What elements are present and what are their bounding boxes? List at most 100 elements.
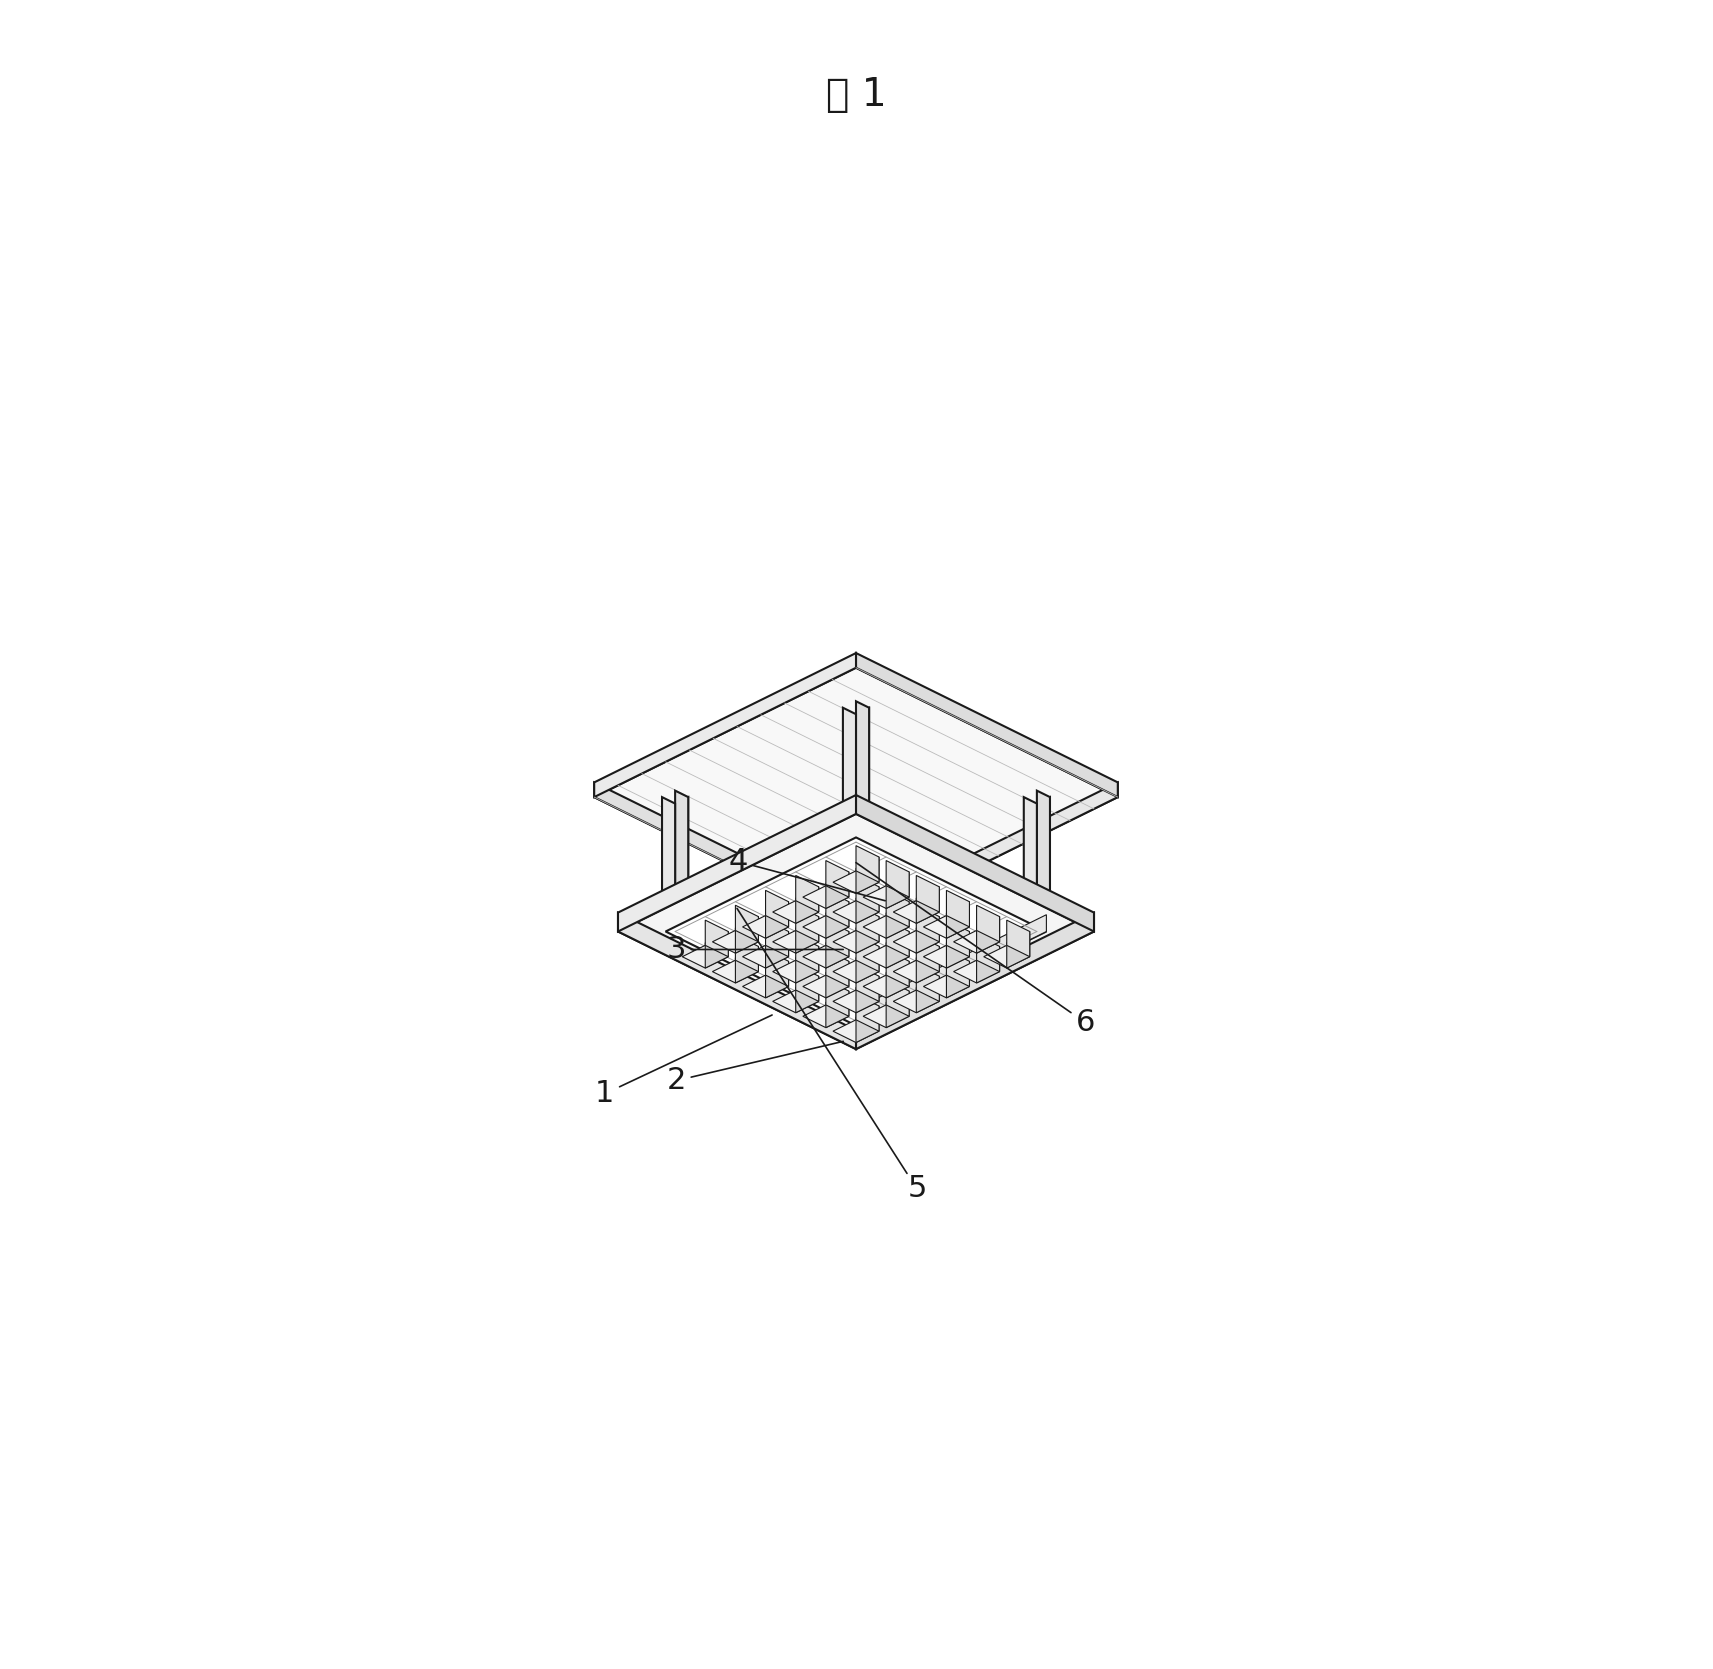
Polygon shape	[976, 935, 1000, 971]
Polygon shape	[797, 916, 819, 953]
Polygon shape	[826, 980, 850, 1016]
Polygon shape	[976, 946, 1000, 983]
Polygon shape	[856, 915, 1047, 1025]
Polygon shape	[886, 931, 910, 968]
Polygon shape	[594, 653, 856, 798]
Polygon shape	[856, 976, 879, 1013]
Polygon shape	[826, 890, 850, 926]
Polygon shape	[886, 901, 910, 938]
Polygon shape	[773, 960, 819, 983]
Polygon shape	[954, 930, 1000, 953]
Polygon shape	[1024, 798, 1036, 920]
Polygon shape	[856, 856, 879, 893]
Polygon shape	[916, 935, 939, 971]
Polygon shape	[766, 950, 788, 986]
Polygon shape	[886, 871, 910, 908]
Polygon shape	[863, 975, 910, 998]
Polygon shape	[954, 960, 1000, 983]
Polygon shape	[863, 916, 910, 938]
Polygon shape	[833, 990, 879, 1013]
Polygon shape	[742, 945, 788, 968]
Polygon shape	[797, 905, 819, 941]
Polygon shape	[826, 901, 850, 938]
Polygon shape	[735, 905, 759, 941]
Polygon shape	[766, 931, 788, 968]
Polygon shape	[1036, 791, 1050, 913]
Polygon shape	[661, 906, 689, 920]
Polygon shape	[682, 945, 728, 968]
Text: 6: 6	[1076, 1008, 1096, 1036]
Polygon shape	[863, 1005, 910, 1028]
Polygon shape	[797, 965, 819, 1001]
Polygon shape	[833, 871, 879, 893]
Polygon shape	[916, 886, 939, 923]
Text: 4: 4	[728, 846, 886, 901]
Polygon shape	[892, 901, 939, 923]
Polygon shape	[735, 935, 759, 971]
Polygon shape	[976, 916, 1000, 953]
Polygon shape	[1036, 798, 1050, 920]
Polygon shape	[1007, 920, 1030, 956]
Polygon shape	[1024, 906, 1050, 920]
Polygon shape	[892, 960, 939, 983]
Polygon shape	[826, 920, 850, 956]
Polygon shape	[976, 905, 1000, 941]
Polygon shape	[797, 886, 819, 923]
Polygon shape	[856, 965, 879, 1001]
Polygon shape	[843, 886, 856, 1008]
Polygon shape	[826, 961, 850, 998]
Polygon shape	[742, 975, 788, 998]
Polygon shape	[826, 991, 850, 1028]
Polygon shape	[856, 886, 879, 923]
Polygon shape	[886, 950, 910, 986]
Polygon shape	[803, 945, 850, 968]
Polygon shape	[713, 930, 759, 953]
Polygon shape	[886, 980, 910, 1016]
Polygon shape	[856, 916, 879, 953]
Polygon shape	[833, 930, 879, 953]
Polygon shape	[675, 791, 689, 913]
Polygon shape	[947, 920, 970, 956]
Polygon shape	[916, 905, 939, 941]
Polygon shape	[833, 901, 879, 923]
Text: 图 1: 图 1	[826, 77, 886, 113]
Polygon shape	[856, 880, 868, 1001]
Polygon shape	[856, 701, 868, 823]
Polygon shape	[797, 976, 819, 1013]
Polygon shape	[886, 920, 910, 956]
Polygon shape	[886, 961, 910, 998]
Polygon shape	[773, 901, 819, 923]
Polygon shape	[947, 950, 970, 986]
Polygon shape	[826, 931, 850, 968]
Text: 3: 3	[666, 935, 843, 965]
Polygon shape	[803, 1005, 850, 1028]
Polygon shape	[833, 1020, 879, 1043]
Polygon shape	[773, 990, 819, 1013]
Polygon shape	[916, 946, 939, 983]
Polygon shape	[735, 916, 759, 953]
Polygon shape	[892, 990, 939, 1013]
Polygon shape	[826, 950, 850, 986]
Polygon shape	[803, 975, 850, 998]
Polygon shape	[886, 890, 910, 926]
Polygon shape	[618, 913, 856, 1050]
Polygon shape	[983, 945, 1030, 968]
Polygon shape	[856, 913, 1095, 1050]
Polygon shape	[916, 976, 939, 1013]
Polygon shape	[856, 876, 879, 911]
Polygon shape	[1007, 931, 1030, 968]
Polygon shape	[856, 995, 879, 1031]
Polygon shape	[594, 668, 1119, 926]
Polygon shape	[618, 794, 856, 931]
Polygon shape	[856, 846, 879, 883]
Text: 2: 2	[666, 1041, 843, 1095]
Polygon shape	[856, 653, 1119, 798]
Polygon shape	[947, 890, 970, 926]
Polygon shape	[916, 916, 939, 953]
Polygon shape	[766, 901, 788, 938]
Polygon shape	[947, 961, 970, 998]
Polygon shape	[666, 838, 1047, 1025]
Polygon shape	[803, 886, 850, 908]
Polygon shape	[833, 960, 879, 983]
Polygon shape	[886, 991, 910, 1028]
